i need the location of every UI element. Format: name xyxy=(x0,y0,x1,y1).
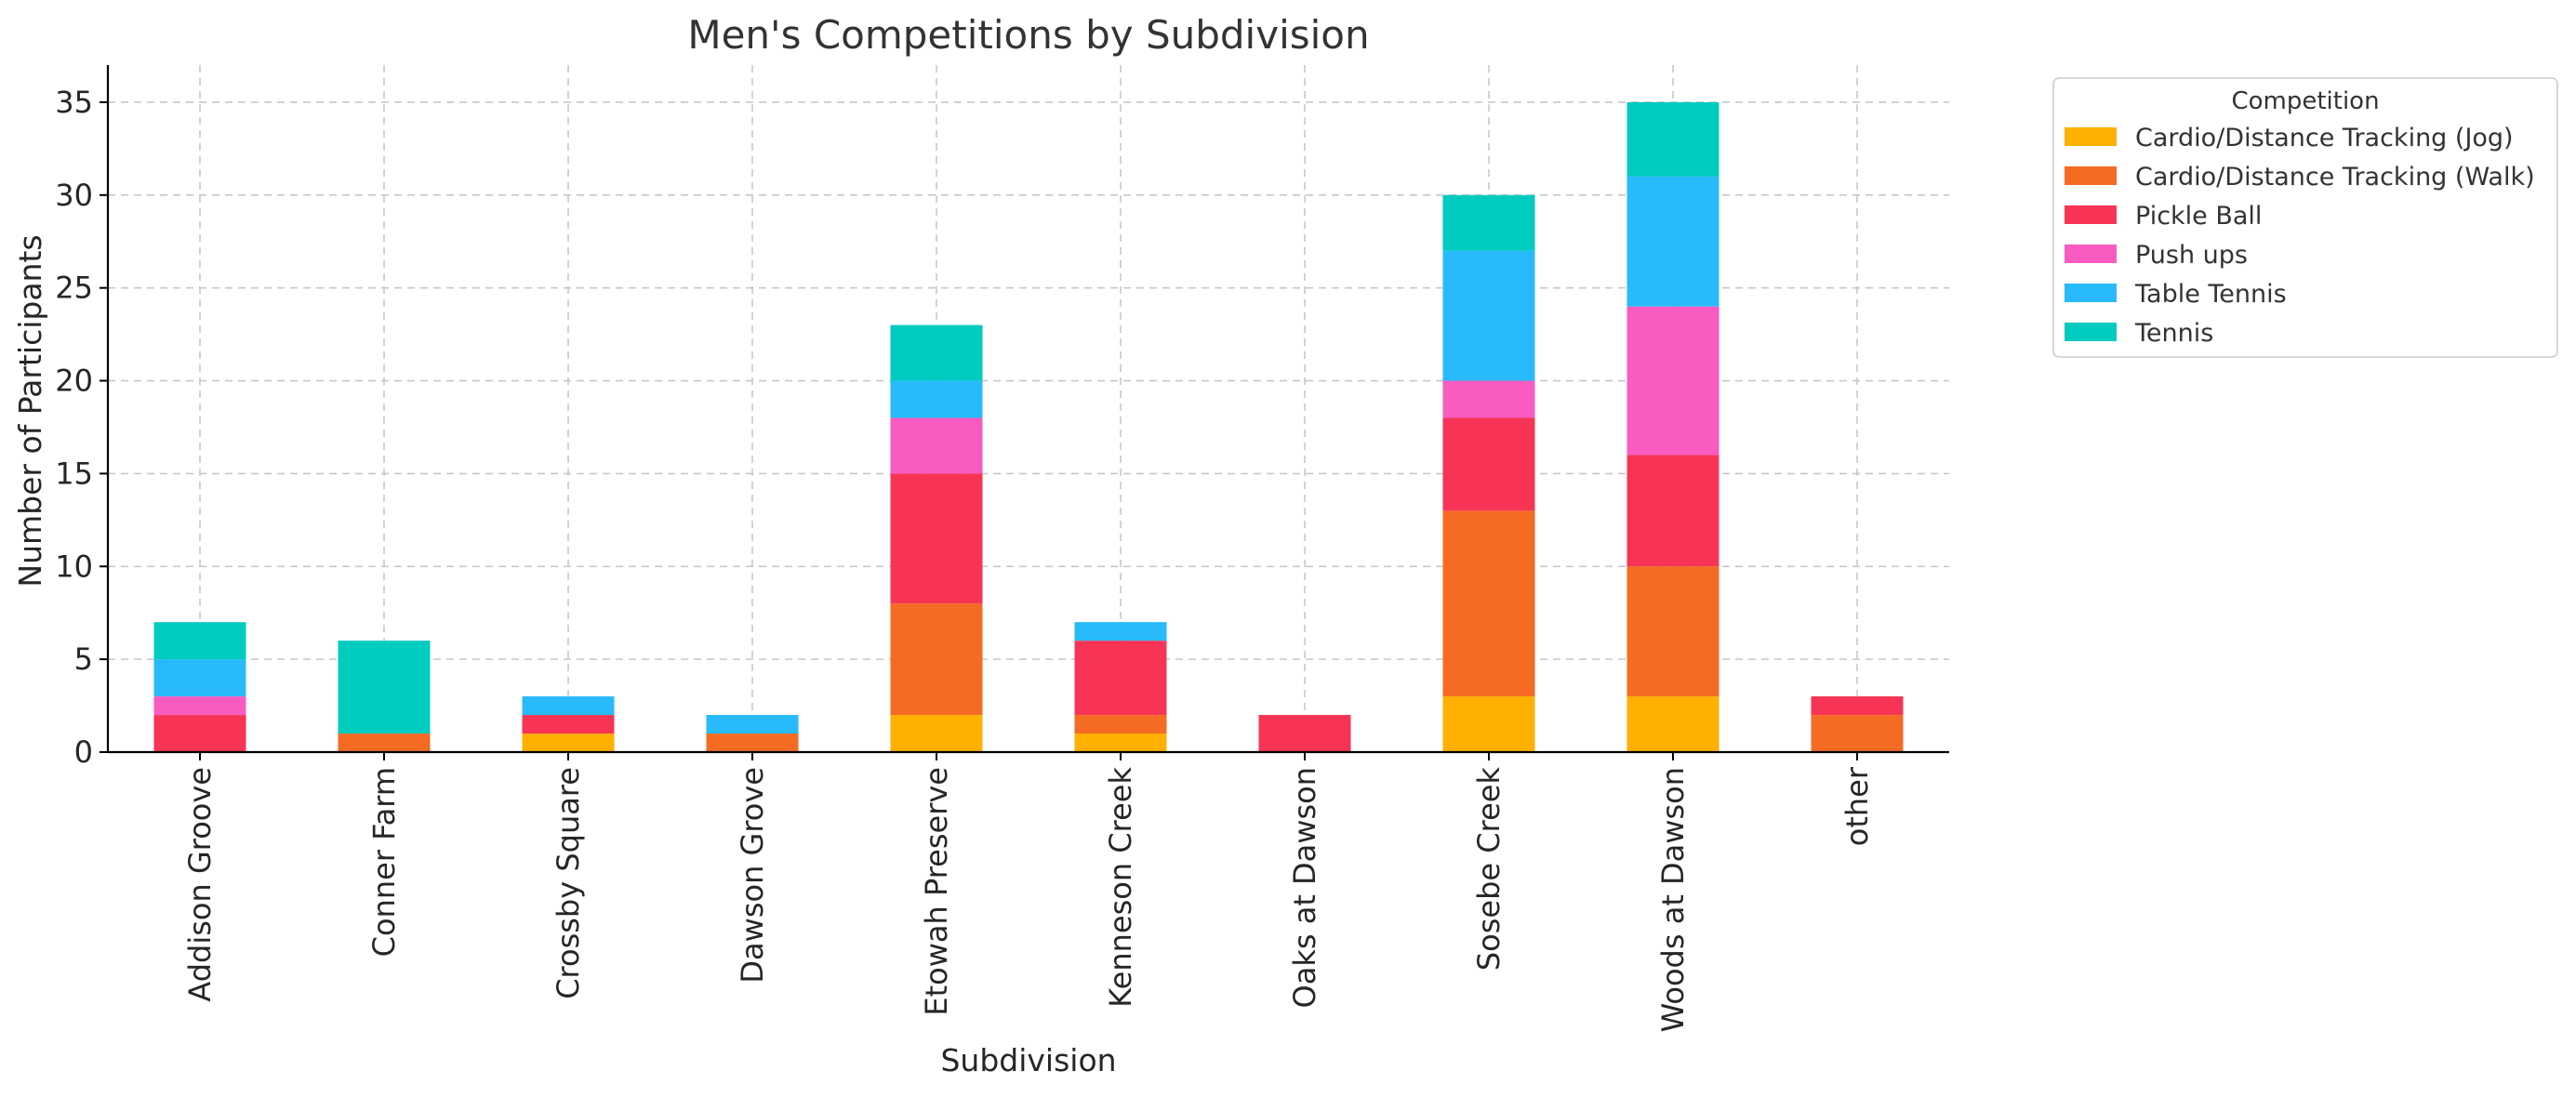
bars xyxy=(153,101,1904,752)
legend-swatch xyxy=(2065,205,2117,224)
bar-segment xyxy=(1074,734,1167,752)
bar-segment xyxy=(1627,696,1720,752)
legend-label: Cardio/Distance Tracking (Jog) xyxy=(2135,124,2514,152)
y-axis-label: Number of Participants xyxy=(12,234,48,587)
bar-segment xyxy=(1442,417,1535,511)
bar-segment xyxy=(890,715,983,752)
legend-label: Tennis xyxy=(2134,319,2213,348)
bar-segment xyxy=(1258,715,1351,752)
bar-segment xyxy=(1442,250,1535,381)
legend-items: Cardio/Distance Tracking (Jog) Cardio/Dis… xyxy=(2065,124,2535,348)
bar-segment xyxy=(338,641,431,734)
bar-segment xyxy=(153,696,246,716)
bar-segment xyxy=(153,622,246,660)
legend-swatch xyxy=(2065,127,2117,146)
legend-title: Competition xyxy=(2231,87,2379,115)
y-tick-label: 5 xyxy=(74,641,93,677)
bar-segment xyxy=(890,417,983,474)
x-tick-label: other xyxy=(1839,766,1875,846)
x-tick-label: Dawson Grove xyxy=(735,767,770,984)
x-axis-label: Subdivision xyxy=(940,1042,1116,1078)
legend-box xyxy=(2052,77,2558,358)
chart-title: Men's Competitions by Subdivision xyxy=(687,12,1369,58)
x-tick-label: Crossby Square xyxy=(551,767,586,999)
y-tick-label: 0 xyxy=(74,734,93,770)
x-tick-label: Kenneson Creek xyxy=(1103,767,1138,1008)
bar-segment xyxy=(890,380,983,418)
bar-segment xyxy=(1442,510,1535,697)
x-tick-label: Oaks at Dawson xyxy=(1287,767,1322,1008)
bar-segment xyxy=(522,715,615,734)
bar-segment xyxy=(1811,715,1904,752)
bar-segment xyxy=(1074,641,1167,716)
bar-segment xyxy=(1442,380,1535,418)
legend-swatch xyxy=(2065,166,2117,185)
legend-label: Cardio/Distance Tracking (Walk) xyxy=(2135,163,2535,192)
bar-segment xyxy=(522,734,615,752)
bar-segment xyxy=(1627,455,1720,567)
bar-segment xyxy=(890,324,983,381)
bar-segment xyxy=(153,715,246,752)
legend: Competition Cardio/Distance Tracking (Jo… xyxy=(2052,77,2558,358)
x-ticks: Addison Groove Conner Farm Crossby Square D… xyxy=(182,752,1875,1032)
legend-swatch xyxy=(2065,245,2117,263)
bar-segment xyxy=(890,473,983,604)
bar-segment xyxy=(1627,306,1720,456)
y-tick-label: 20 xyxy=(55,363,93,399)
y-tick-label: 15 xyxy=(55,456,93,491)
bar-segment xyxy=(1627,566,1720,697)
y-tick-label: 35 xyxy=(55,85,93,120)
bar-segment xyxy=(706,715,799,734)
x-tick-label: Etowah Preserve xyxy=(919,767,954,1016)
legend-swatch xyxy=(2065,323,2117,341)
bar-segment xyxy=(1074,715,1167,734)
bar-segment xyxy=(1627,101,1720,177)
bar-segment xyxy=(1627,176,1720,307)
bar-segment xyxy=(1442,696,1535,752)
y-tick-label: 25 xyxy=(55,271,93,306)
legend-swatch xyxy=(2065,284,2117,302)
y-tick-label: 10 xyxy=(55,548,93,584)
x-tick-label: Conner Farm xyxy=(366,767,402,957)
x-tick-label: Addison Groove xyxy=(182,767,218,1002)
y-ticks: 0 5 10 15 20 25 30 35 xyxy=(55,85,108,770)
x-tick-label: Sosebe Creek xyxy=(1471,767,1507,971)
bar-segment xyxy=(890,603,983,716)
bar-segment xyxy=(1442,194,1535,251)
legend-label: Push ups xyxy=(2135,241,2248,270)
bar-segment xyxy=(153,659,246,697)
bar-segment xyxy=(338,734,431,752)
bar-segment xyxy=(1811,696,1904,716)
bar-segment xyxy=(706,734,799,752)
axes xyxy=(106,65,1949,754)
y-tick-label: 30 xyxy=(55,178,93,213)
legend-label: Table Tennis xyxy=(2134,280,2287,309)
x-tick-label: Woods at Dawson xyxy=(1655,767,1691,1032)
bar-segment xyxy=(1074,622,1167,641)
legend-label: Pickle Ball xyxy=(2135,202,2262,231)
bar-segment xyxy=(522,696,615,716)
